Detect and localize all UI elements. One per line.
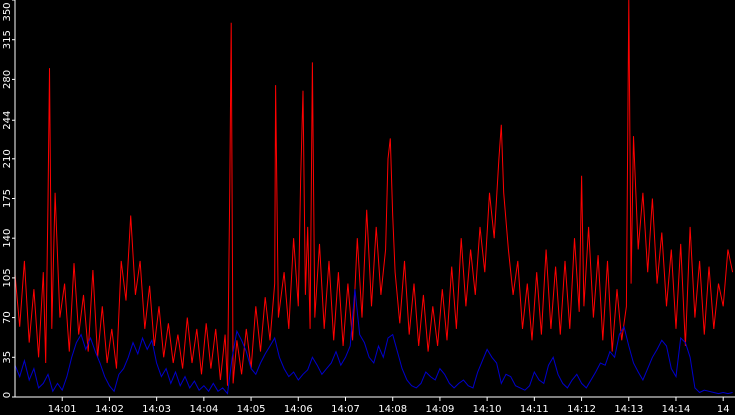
x-tick-label: 14:11: [520, 404, 549, 415]
x-tick-label: 14:04: [189, 404, 218, 415]
x-tick-label: 14:10: [473, 404, 502, 415]
series-line-1: [14, 289, 733, 395]
series-line-0: [14, 0, 734, 386]
x-tick-label: 14:14: [662, 404, 691, 415]
y-tick-label: 105: [2, 268, 13, 287]
x-tick-label: 14:12: [567, 404, 596, 415]
y-tick-label: 0: [2, 392, 13, 398]
x-tick-label: 14:05: [237, 404, 266, 415]
y-tick-label: 315: [2, 30, 13, 49]
x-tick-label: 14:09: [425, 404, 454, 415]
x-tick-label: 14:13: [614, 404, 643, 415]
series-layer: [14, 0, 734, 395]
y-tick-label: 140: [2, 229, 13, 248]
x-tick-label: 14: [717, 404, 730, 415]
y-tick-label: 35: [2, 351, 13, 364]
y-tick-label: 244: [2, 111, 13, 130]
y-tick-label: 280: [2, 70, 13, 89]
x-tick-label: 14:01: [48, 404, 77, 415]
x-tick-label: 14:06: [284, 404, 313, 415]
y-tick-label: 175: [2, 189, 13, 208]
x-tick-label: 14:02: [95, 404, 124, 415]
y-tick-label: 350: [2, 2, 13, 21]
y-tick-label: 70: [2, 311, 13, 324]
y-tick-label: 210: [2, 149, 13, 168]
x-tick-label: 14:03: [142, 404, 171, 415]
x-tick-label: 14:08: [378, 404, 407, 415]
x-tick-label: 14:07: [331, 404, 360, 415]
